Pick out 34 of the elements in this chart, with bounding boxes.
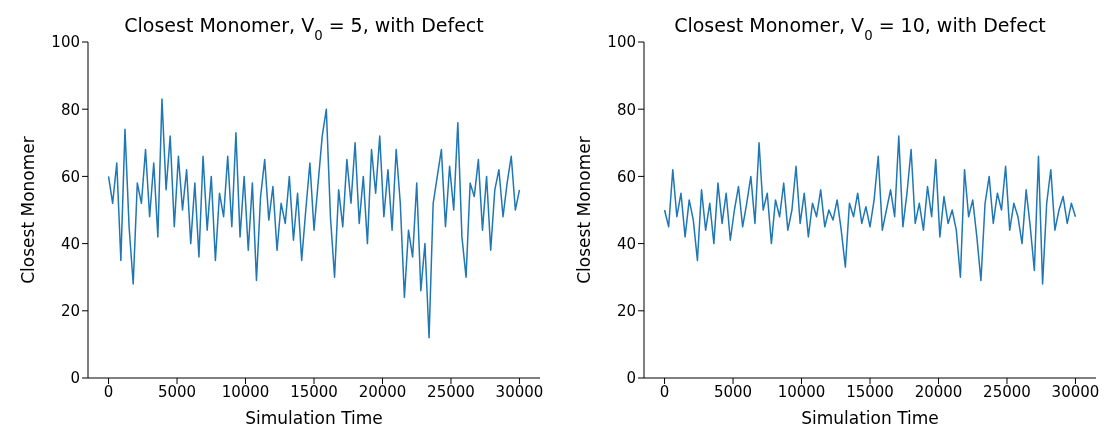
y-tick-label: 0: [70, 369, 80, 388]
x-tick-label: 15000: [846, 382, 894, 401]
line-series: [663, 135, 1077, 285]
y-tick-label: 40: [616, 234, 636, 253]
x-tick-label: 20000: [914, 382, 963, 401]
x-tick-label: 25000: [427, 382, 475, 401]
y-tick-label: 100: [51, 33, 80, 52]
x-tick-label: 30000: [1051, 382, 1100, 401]
chart-title: Closest Monomer, V$_{0}$ = 10, with Defect: [674, 14, 1046, 43]
x-tick-label: 15000: [290, 382, 338, 401]
x-axis-title: Simulation Time: [801, 408, 939, 428]
y-tick-label: 0: [626, 369, 636, 388]
line-series: [107, 98, 521, 339]
x-tick-label: 0: [103, 382, 114, 401]
x-tick-label: 5000: [157, 382, 197, 401]
x-tick-label: 0: [659, 382, 670, 401]
x-tick-label: 25000: [983, 382, 1031, 401]
y-tick-label: 80: [616, 100, 636, 119]
y-tick-label: 20: [616, 302, 636, 321]
y-tick-label: 60: [616, 167, 636, 186]
y-tick-label: 40: [60, 234, 80, 253]
x-tick-label: 20000: [358, 382, 407, 401]
y-axis-title: Closest Monomer: [574, 136, 595, 284]
y-tick-label: 60: [60, 167, 80, 186]
x-tick-label: 30000: [495, 382, 544, 401]
chart-title: Closest Monomer, V$_{0}$ = 5, with Defect: [124, 14, 484, 43]
y-axis-title: Closest Monomer: [18, 136, 39, 284]
y-tick-label: 100: [607, 33, 636, 52]
y-tick-label: 80: [60, 100, 80, 119]
x-axis-title: Simulation Time: [245, 408, 383, 428]
x-tick-label: 10000: [221, 382, 270, 401]
x-tick-label: 5000: [713, 382, 753, 401]
y-tick-label: 20: [60, 302, 80, 321]
x-tick-label: 10000: [777, 382, 826, 401]
